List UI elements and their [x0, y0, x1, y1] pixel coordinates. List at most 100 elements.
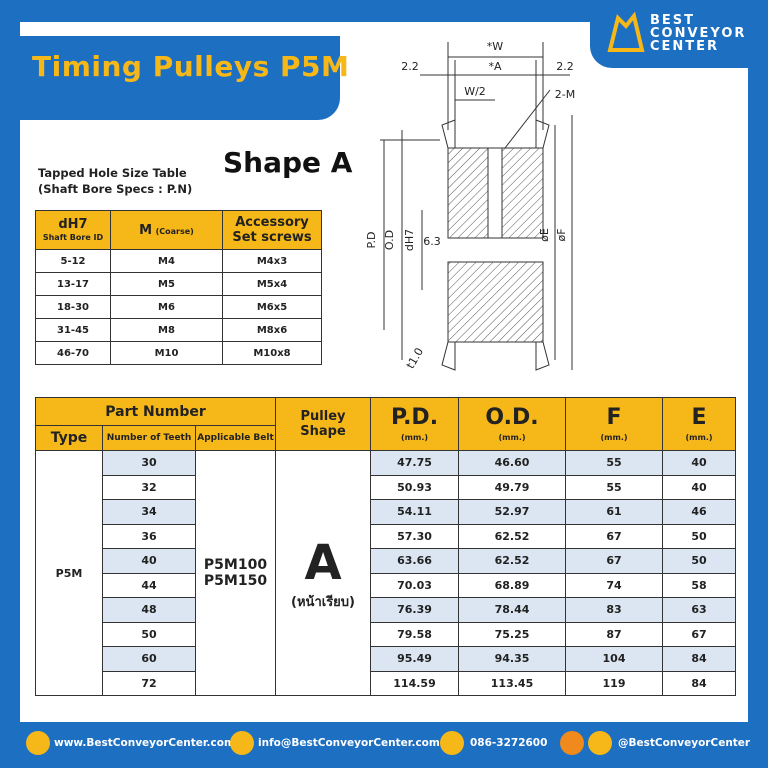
- header-cell: O.D. (mm.): [458, 397, 567, 451]
- cell: 47.75: [370, 450, 460, 476]
- logo-text: CONVEYOR: [650, 26, 747, 41]
- header-unit: (mm.): [401, 433, 429, 442]
- cell: 55: [565, 474, 664, 500]
- row: 50 79.58 75.25 87 67: [36, 621, 737, 647]
- cell: M4x3: [222, 249, 322, 273]
- cell: 58: [662, 572, 737, 598]
- cell: M6x5: [222, 295, 322, 319]
- cell: 114.59: [370, 670, 460, 696]
- cell: 52.97: [458, 499, 567, 525]
- header-row: Type Number of Teeth Applicable Belt: [35, 425, 736, 451]
- cell: 50: [102, 621, 196, 647]
- cell: M5x4: [222, 272, 322, 296]
- dimension-label: O.D: [383, 230, 396, 250]
- cell: 83: [565, 597, 664, 623]
- cell: 44: [102, 572, 196, 598]
- header-row: dH7 Shaft Bore ID M (Coarse) Accessory Set s…: [35, 210, 322, 250]
- row: 36 57.30 62.52 67 50: [36, 523, 737, 549]
- spec-table: Part Number Pulley Shape P.D. (mm.) O.D. (mm.…: [34, 397, 737, 696]
- header-unit: (mm.): [498, 433, 526, 442]
- header-cell: Accessory Set screws: [222, 210, 322, 250]
- dimension-label: dH7: [403, 229, 416, 251]
- cell: 63.66: [370, 548, 460, 574]
- dimension-label: 6.3: [423, 235, 441, 248]
- cell: 94.35: [458, 646, 567, 672]
- cell: 72: [102, 670, 196, 696]
- shape-note: (หน้าเรียบ): [291, 594, 355, 610]
- row: 40 63.66 62.52 67 50: [36, 548, 737, 574]
- header-cell: E (mm.): [662, 397, 737, 451]
- cell: M8x6: [222, 318, 322, 342]
- cell: 63: [662, 597, 737, 623]
- dimension-label: 2.2: [401, 60, 419, 73]
- dimension-label: t1.0: [404, 346, 426, 371]
- dimension-label: øF: [555, 228, 568, 241]
- row: 13-17 M5 M5x4: [35, 272, 322, 296]
- title-tab: [20, 36, 340, 120]
- cell: 36: [102, 523, 196, 549]
- cell: 76.39: [370, 597, 460, 623]
- header-main: dH7: [58, 217, 88, 232]
- header-unit: (mm.): [600, 433, 628, 442]
- cell: 119: [565, 670, 664, 696]
- cell: 40: [662, 474, 737, 500]
- cell: M10: [110, 341, 223, 365]
- dimension-label: 2.2: [556, 60, 574, 73]
- cell: M5: [110, 272, 223, 296]
- email: info@BestConveyorCenter.com: [258, 737, 440, 749]
- website: www.BestConveyorCenter.com: [54, 737, 235, 749]
- cell: M6: [110, 295, 223, 319]
- header-row: Part Number Pulley Shape P.D. (mm.) O.D. (mm.…: [34, 397, 737, 451]
- cell: 68.89: [458, 572, 567, 598]
- phone-icon: [440, 731, 464, 755]
- line-icon: [588, 731, 612, 755]
- logo-text: CENTER: [650, 39, 720, 54]
- header-cell: Type: [35, 425, 103, 451]
- caption: (Shaft Bore Specs : P.N): [38, 182, 193, 196]
- cell: 113.45: [458, 670, 567, 696]
- header-cell: Applicable Belt: [194, 425, 277, 451]
- cell: 54.11: [370, 499, 460, 525]
- cell: 55: [565, 450, 664, 476]
- cell: 67: [565, 523, 664, 549]
- row: 34 54.11 52.97 61 46: [36, 499, 737, 525]
- dimension-label: *A: [488, 60, 502, 73]
- cell: 46: [662, 499, 737, 525]
- shape-title: Shape A: [223, 146, 353, 179]
- header-sub: Shaft Bore ID: [42, 233, 104, 242]
- header-main: Accessory: [235, 215, 309, 230]
- row: 31-45 M8 M8x6: [35, 318, 322, 342]
- cell: 32: [102, 474, 196, 500]
- cell: M10x8: [222, 341, 322, 365]
- header-cell: Part Number: [34, 397, 277, 426]
- cell: 84: [662, 670, 737, 696]
- shape-cell: A (หน้าเรียบ): [275, 450, 372, 696]
- row: 72 114.59 113.45 119 84: [36, 670, 737, 696]
- header-main: M: [139, 222, 153, 238]
- cell: 95.49: [370, 646, 460, 672]
- logo-text: BEST: [650, 13, 696, 28]
- cell: 30: [102, 450, 196, 476]
- header-sub: Set screws: [232, 230, 312, 245]
- row: 32 50.93 49.79 55 40: [36, 474, 737, 500]
- cell: M4: [110, 249, 223, 273]
- cell: 34: [102, 499, 196, 525]
- header-main: P.D.: [390, 405, 439, 430]
- cell: 87: [565, 621, 664, 647]
- cell: 49.79: [458, 474, 567, 500]
- cell: 50: [662, 548, 737, 574]
- header-main: F: [606, 405, 622, 430]
- type-cell: P5M: [35, 450, 103, 696]
- title: Timing Pulleys P5M: [32, 50, 350, 83]
- header-cell: Number of Teeth: [102, 425, 196, 451]
- header-main: E: [691, 405, 707, 430]
- hole-table: dH7 Shaft Bore ID M (Coarse) Accessory Set s…: [35, 210, 322, 365]
- cell: 67: [662, 621, 737, 647]
- cell: 61: [565, 499, 664, 525]
- cell: 79.58: [370, 621, 460, 647]
- logo-icon: [607, 12, 645, 52]
- logo-box: [590, 0, 768, 68]
- facebook-icon: [560, 731, 584, 755]
- cell: 57.30: [370, 523, 460, 549]
